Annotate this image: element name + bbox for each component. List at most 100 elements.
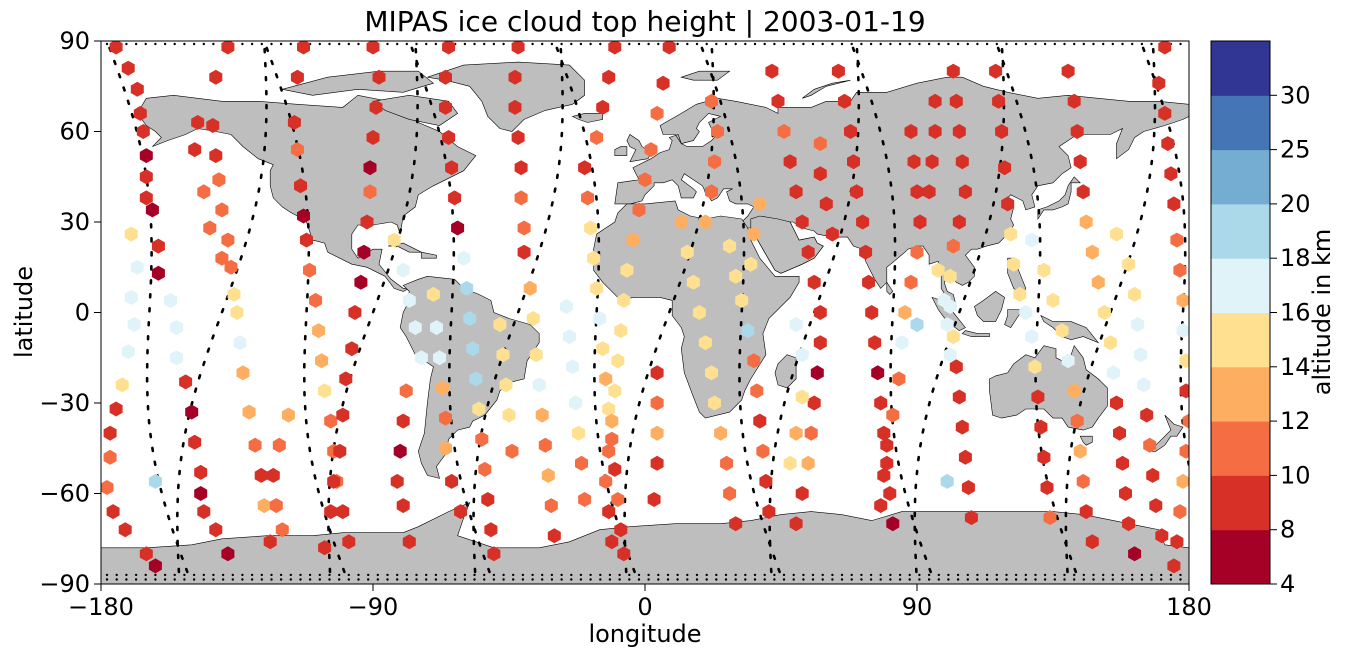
polar-dot	[221, 573, 225, 577]
cloud-point	[209, 148, 223, 164]
polar-dot	[715, 578, 718, 581]
polar-dot	[570, 578, 573, 581]
cloud-point	[747, 353, 761, 369]
cloud-point	[336, 504, 350, 520]
polar-dot	[637, 573, 641, 577]
polar-dot	[879, 578, 882, 581]
polar-dot	[338, 42, 341, 46]
cloud-point	[505, 443, 519, 459]
cloud-point	[578, 492, 592, 507]
cloud-point	[605, 413, 619, 429]
polar-dot	[125, 578, 128, 581]
polar-dot	[1131, 42, 1134, 46]
polar-dot	[1140, 578, 1144, 581]
y-tick-label: −60	[39, 480, 90, 508]
polar-dot	[425, 578, 428, 581]
polar-dot	[221, 578, 225, 581]
cloud-point	[496, 347, 510, 363]
cloud-point	[692, 305, 706, 320]
polar-dot	[231, 578, 234, 581]
cloud-point	[801, 244, 815, 260]
polar-dot	[502, 573, 505, 577]
cloud-point	[572, 425, 585, 441]
polar-dot	[134, 42, 138, 46]
cloud-point	[523, 280, 537, 296]
colorbar-tick-label: 16	[1280, 299, 1311, 327]
polar-dot	[947, 573, 950, 577]
cloud-point	[151, 238, 165, 254]
orbit-track	[107, 45, 189, 574]
polar-dot	[734, 573, 737, 577]
polar-dot	[831, 573, 834, 577]
cloud-point	[831, 63, 845, 79]
cloud-point	[508, 69, 522, 85]
cloud-point	[357, 244, 371, 260]
polar-dot	[579, 42, 583, 46]
cloud-point	[466, 341, 480, 357]
cloud-point	[275, 522, 289, 538]
cloud-point	[457, 250, 471, 266]
cloud-point	[439, 69, 452, 85]
colorbar-segment	[1211, 41, 1270, 96]
polar-dot	[840, 42, 844, 46]
polar-dot	[531, 573, 534, 577]
cloud-point	[765, 63, 779, 79]
cloud-point	[517, 244, 531, 260]
polar-dot	[782, 578, 786, 581]
cloud-point	[454, 504, 468, 520]
polar-dot	[753, 573, 757, 577]
polar-dot	[492, 42, 496, 46]
polar-dot	[1024, 578, 1028, 581]
cloud-point	[862, 274, 876, 290]
polar-dot	[1063, 573, 1066, 577]
cloud-point	[868, 335, 882, 351]
polar-dot	[937, 573, 940, 577]
polar-dot	[1005, 42, 1008, 46]
cloud-point	[469, 371, 483, 387]
cloud-point	[1176, 473, 1189, 489]
polar-dot	[492, 573, 496, 577]
colorbar-tick-label: 14	[1280, 353, 1311, 381]
cloud-point	[1137, 377, 1151, 393]
polar-dot	[550, 573, 554, 577]
polar-dot	[744, 42, 747, 46]
cloud-point	[254, 467, 268, 483]
polar-dot	[1102, 573, 1105, 577]
cloud-point	[408, 320, 422, 336]
cloud-point	[698, 214, 712, 230]
cloud-point	[650, 425, 664, 441]
polar-dot	[850, 578, 853, 581]
polar-dot	[260, 42, 263, 46]
colorbar-tick-label: 18	[1280, 244, 1311, 272]
cloud-point	[170, 320, 184, 336]
polar-dot	[724, 42, 728, 46]
cloud-point	[309, 292, 323, 308]
colorbar-segment	[1211, 421, 1270, 476]
cloud-point	[414, 350, 428, 366]
polar-dot	[898, 578, 902, 581]
cloud-point	[445, 473, 459, 489]
cloud-point	[1028, 359, 1042, 375]
cloud-point	[895, 335, 909, 351]
cloud-point	[708, 154, 721, 170]
polar-dot	[811, 42, 815, 46]
cloud-point	[300, 232, 313, 248]
colorbar-tick-label: 10	[1280, 461, 1311, 489]
polar-dot	[163, 573, 167, 577]
polar-dot	[705, 573, 708, 577]
polar-dot	[134, 578, 138, 581]
polar-dot	[328, 42, 331, 46]
polar-dot	[1043, 578, 1047, 581]
cloud-point	[148, 558, 162, 574]
y-tick-label: 30	[59, 208, 90, 236]
cloud-point	[871, 365, 885, 381]
cloud-point	[998, 160, 1012, 176]
cloud-point	[139, 546, 153, 562]
polar-dot	[531, 578, 534, 581]
polar-dot	[666, 578, 670, 581]
cloud-point	[124, 289, 138, 305]
polar-dot	[1005, 573, 1008, 577]
polar-dot	[695, 573, 699, 577]
cloud-point	[547, 528, 561, 544]
polar-dot	[1160, 573, 1163, 577]
